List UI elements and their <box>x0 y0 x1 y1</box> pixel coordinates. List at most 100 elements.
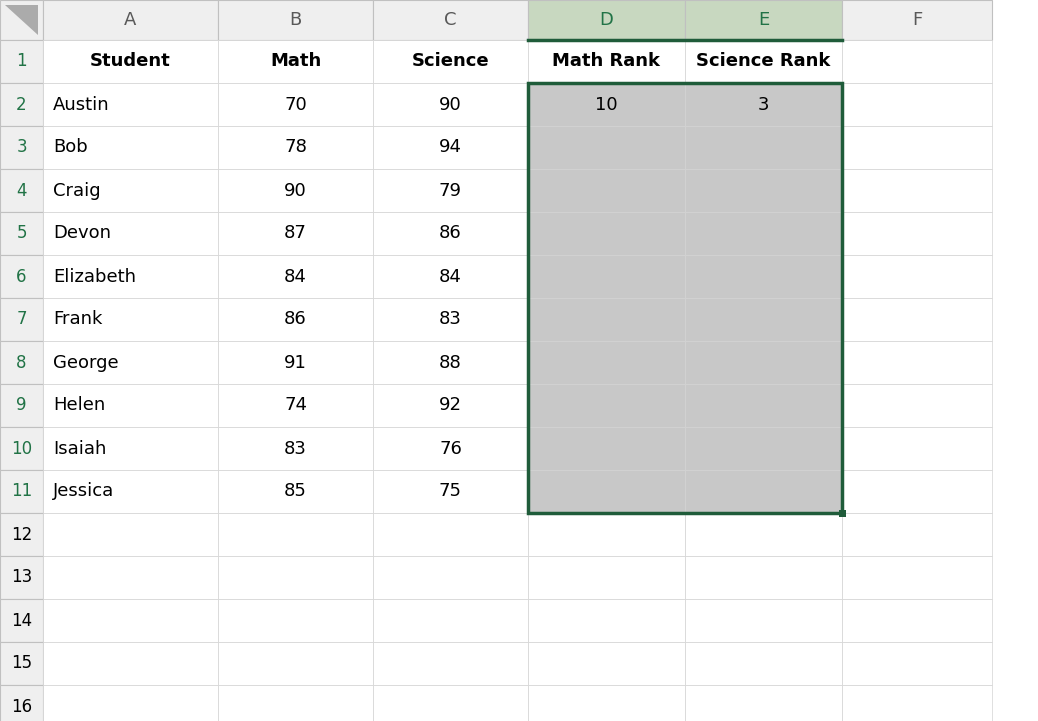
Bar <box>685 83 842 126</box>
Text: 87: 87 <box>284 224 307 242</box>
Bar <box>43 685 218 721</box>
Text: 78: 78 <box>284 138 307 156</box>
Bar <box>218 126 373 169</box>
Bar <box>528 599 685 642</box>
Bar <box>218 83 373 126</box>
Text: Science: Science <box>412 53 489 71</box>
Text: Frank: Frank <box>53 311 103 329</box>
Bar <box>218 169 373 212</box>
Bar <box>218 384 373 427</box>
Bar <box>43 169 218 212</box>
Bar <box>842 556 992 599</box>
Bar <box>685 513 842 556</box>
Bar <box>0 685 43 721</box>
Bar <box>0 599 43 642</box>
Bar <box>218 341 373 384</box>
Bar <box>0 40 43 83</box>
Bar <box>43 599 218 642</box>
Text: B: B <box>290 11 302 29</box>
Bar <box>842 212 992 255</box>
Text: 13: 13 <box>10 568 32 586</box>
Text: Helen: Helen <box>53 397 105 415</box>
Text: 84: 84 <box>284 267 307 286</box>
Bar <box>685 470 842 513</box>
Bar <box>0 298 43 341</box>
Text: F: F <box>911 11 922 29</box>
Text: E: E <box>758 11 769 29</box>
Text: 75: 75 <box>439 482 462 500</box>
Bar <box>373 341 528 384</box>
Text: 5: 5 <box>17 224 27 242</box>
Text: 91: 91 <box>284 353 307 371</box>
Text: 88: 88 <box>439 353 462 371</box>
Text: D: D <box>600 11 613 29</box>
Text: Bob: Bob <box>53 138 88 156</box>
Bar <box>685 298 842 341</box>
Bar <box>43 470 218 513</box>
Text: Student: Student <box>90 53 171 71</box>
Text: Austin: Austin <box>53 95 110 113</box>
Bar <box>685 0 842 40</box>
Bar <box>842 341 992 384</box>
Bar <box>528 685 685 721</box>
Bar <box>685 556 842 599</box>
Bar <box>43 212 218 255</box>
Bar <box>842 513 992 556</box>
Bar <box>0 255 43 298</box>
Bar <box>43 384 218 427</box>
Bar <box>43 40 218 83</box>
Text: 79: 79 <box>439 182 462 200</box>
Bar <box>373 685 528 721</box>
Bar <box>528 341 685 384</box>
Bar <box>0 341 43 384</box>
Bar <box>43 126 218 169</box>
Bar <box>218 298 373 341</box>
Text: 12: 12 <box>10 526 32 544</box>
Bar <box>373 0 528 40</box>
Bar <box>528 83 842 513</box>
Bar <box>0 83 43 126</box>
Bar <box>43 427 218 470</box>
Bar <box>842 427 992 470</box>
Text: 90: 90 <box>439 95 462 113</box>
Bar <box>373 556 528 599</box>
Bar <box>685 341 842 384</box>
Bar <box>0 126 43 169</box>
Bar <box>218 685 373 721</box>
Bar <box>528 298 685 341</box>
Bar <box>842 126 992 169</box>
Text: 74: 74 <box>284 397 307 415</box>
Bar <box>842 599 992 642</box>
Polygon shape <box>5 5 38 35</box>
Text: 70: 70 <box>284 95 307 113</box>
Text: 83: 83 <box>284 440 307 458</box>
Bar <box>528 470 685 513</box>
Bar <box>842 169 992 212</box>
Bar <box>373 212 528 255</box>
Text: 6: 6 <box>17 267 27 286</box>
Bar <box>373 40 528 83</box>
Text: 84: 84 <box>439 267 462 286</box>
Bar <box>528 0 685 40</box>
Bar <box>373 83 528 126</box>
Bar <box>842 0 992 40</box>
Bar <box>218 599 373 642</box>
Text: 9: 9 <box>17 397 27 415</box>
Text: 3: 3 <box>758 95 769 113</box>
Bar <box>0 513 43 556</box>
Text: Elizabeth: Elizabeth <box>53 267 136 286</box>
Bar <box>373 384 528 427</box>
Bar <box>373 513 528 556</box>
Bar <box>218 427 373 470</box>
Bar <box>842 40 992 83</box>
Text: 92: 92 <box>439 397 462 415</box>
Bar <box>43 0 218 40</box>
Text: Science Rank: Science Rank <box>696 53 830 71</box>
Bar <box>685 40 842 83</box>
Bar <box>218 642 373 685</box>
Bar <box>0 470 43 513</box>
Bar <box>842 298 992 341</box>
Bar <box>43 642 218 685</box>
Bar <box>373 298 528 341</box>
Bar <box>218 0 373 40</box>
